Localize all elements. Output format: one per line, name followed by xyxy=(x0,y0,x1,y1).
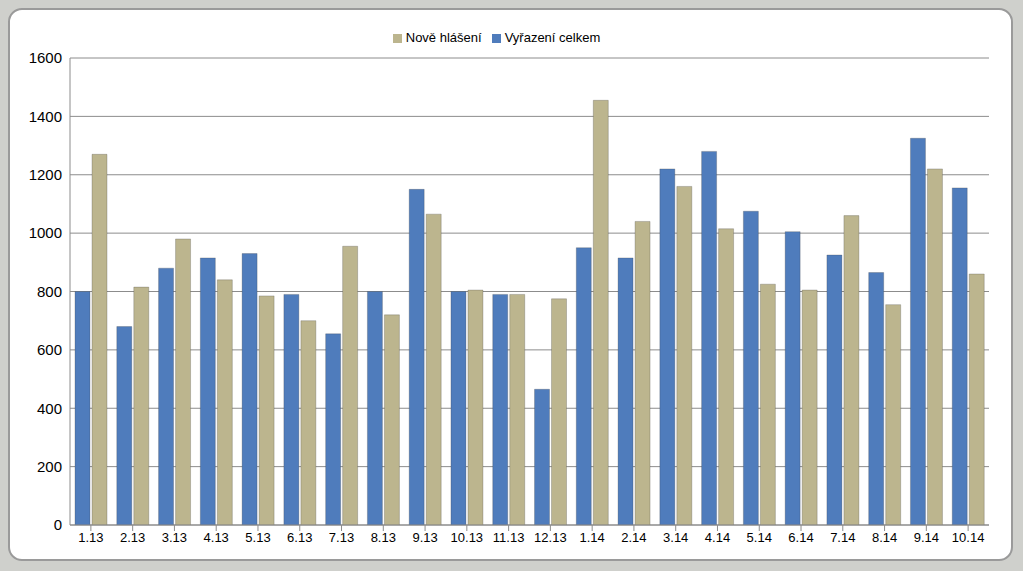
svg-text:1000: 1000 xyxy=(29,224,62,241)
svg-text:9.14: 9.14 xyxy=(914,530,939,545)
svg-text:600: 600 xyxy=(37,341,62,358)
svg-text:0: 0 xyxy=(54,516,62,533)
svg-text:9.13: 9.13 xyxy=(412,530,437,545)
svg-text:7.14: 7.14 xyxy=(830,530,855,545)
svg-text:800: 800 xyxy=(37,283,62,300)
svg-text:3.14: 3.14 xyxy=(663,530,688,545)
svg-text:6.13: 6.13 xyxy=(287,530,312,545)
svg-text:1600: 1600 xyxy=(29,49,62,66)
svg-text:1200: 1200 xyxy=(29,166,62,183)
svg-text:400: 400 xyxy=(37,400,62,417)
svg-text:11.13: 11.13 xyxy=(493,530,525,545)
svg-text:200: 200 xyxy=(37,458,62,475)
html-text:Vyřazení celkem: Vyřazení celkem xyxy=(504,30,601,45)
svg-text:2.14: 2.14 xyxy=(621,530,646,545)
svg-text:1.14: 1.14 xyxy=(580,530,605,545)
svg-text:8.13: 8.13 xyxy=(371,530,396,545)
svg-text:7.13: 7.13 xyxy=(329,530,354,545)
svg-text:1400: 1400 xyxy=(29,108,62,125)
svg-text:4.14: 4.14 xyxy=(705,530,730,545)
html-text:Nově hlášení: Nově hlášení xyxy=(405,30,482,45)
svg-text:6.14: 6.14 xyxy=(788,530,813,545)
svg-text:3.13: 3.13 xyxy=(162,530,187,545)
svg-text:1.13: 1.13 xyxy=(78,530,103,545)
svg-text:2.13: 2.13 xyxy=(120,530,145,545)
svg-text:10.14: 10.14 xyxy=(952,530,985,545)
svg-text:4.13: 4.13 xyxy=(204,530,229,545)
svg-text:12.13: 12.13 xyxy=(534,530,567,545)
svg-text:10.13: 10.13 xyxy=(451,530,484,545)
svg-text:8.14: 8.14 xyxy=(872,530,897,545)
svg-text:5.13: 5.13 xyxy=(245,530,270,545)
svg-text:5.14: 5.14 xyxy=(747,530,772,545)
